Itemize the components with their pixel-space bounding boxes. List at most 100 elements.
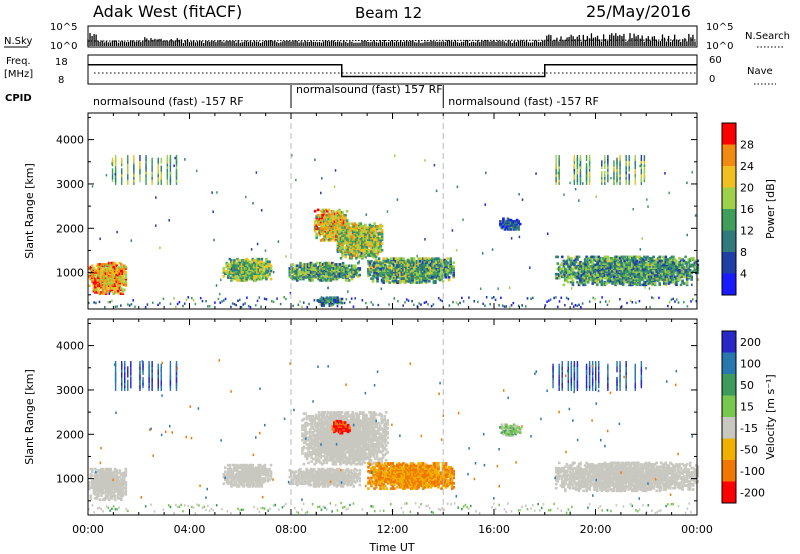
power-data-cell (254, 279, 258, 282)
power-data-cell (119, 267, 123, 270)
power-data-cell (373, 235, 376, 239)
power-data-cell (573, 272, 576, 276)
power-data-cell (406, 258, 410, 262)
power-data-cell (121, 291, 125, 294)
power-data-cell (311, 269, 314, 273)
power-data-cell (403, 264, 407, 267)
power-data-cell (356, 267, 360, 270)
power-data-speckle (691, 171, 694, 174)
power-data-cell (370, 236, 373, 240)
power-data-cell (577, 267, 581, 271)
power-data-cell (675, 275, 678, 279)
power-data-cell (596, 275, 599, 279)
power-data-cell (576, 276, 579, 280)
power-data-cell (669, 268, 672, 272)
power-data-cell (415, 264, 419, 267)
power-data-cell (391, 262, 395, 266)
power-data-ground-cell (631, 301, 634, 304)
power-data-cell (393, 276, 396, 279)
power-data-cell (104, 287, 108, 290)
power-data-cell (594, 266, 598, 269)
power-data-cell (374, 238, 378, 241)
power-data-cell (423, 265, 427, 268)
power-data-cell (139, 176, 141, 183)
power-data-cell (577, 283, 581, 287)
power-data-cell (329, 269, 333, 273)
power-data-cell (320, 264, 324, 268)
power-data-ground-cell (683, 300, 685, 304)
power-data-cell (437, 273, 440, 276)
power-data-cell (124, 277, 128, 281)
power-data-cell (234, 267, 238, 270)
power-data-cell (354, 238, 358, 241)
power-data-cell (356, 255, 360, 259)
power-data-cell (336, 300, 339, 303)
power-data-cell (634, 263, 637, 267)
power-data-cell (376, 261, 379, 264)
power-data-cell (225, 271, 229, 274)
power-data-cell (514, 220, 517, 223)
power-data-cell (332, 221, 335, 225)
power-data-cell (115, 271, 119, 274)
power-data-cell (582, 263, 585, 267)
power-data-cell (629, 268, 633, 272)
power-data-cell (357, 236, 361, 240)
power-data-ground-cell (132, 299, 135, 302)
power-data-speckle (116, 230, 118, 234)
power-data-cell (684, 262, 687, 265)
power-data-cell (656, 258, 660, 261)
power-data-cell (376, 236, 379, 240)
power-data-cell (423, 268, 427, 271)
power-data-cell (351, 227, 355, 231)
power-data-speckle (320, 191, 322, 195)
power-data-cell (580, 274, 584, 277)
power-data-cell (106, 268, 109, 272)
power-data-cell (357, 255, 361, 259)
power-data-cell (359, 242, 363, 245)
power-data-cell (353, 236, 357, 240)
power-data-cell (95, 277, 99, 281)
power-data-cell (583, 276, 587, 280)
power-data-cell (438, 269, 442, 272)
power-data-cell (394, 265, 398, 268)
power-data-cell (688, 268, 692, 272)
power-data-ground-cell (651, 296, 653, 299)
power-data-cell (325, 271, 328, 274)
power-data-cell (650, 272, 654, 276)
power-data-cell (405, 265, 408, 268)
power-ytick-label: 1000 (56, 267, 84, 280)
power-data-cell (259, 268, 262, 272)
power-data-cell (582, 276, 585, 280)
power-data-cell (662, 278, 666, 281)
power-data-cell (333, 229, 337, 233)
power-data-cell (434, 264, 437, 267)
power-data-cell (446, 257, 449, 260)
power-data-cell (145, 162, 147, 169)
power-data-cell (338, 263, 342, 266)
power-data-cell (627, 270, 631, 273)
power-data-cell (353, 238, 357, 241)
power-data-cell (324, 216, 328, 220)
power-data-cell (101, 265, 105, 269)
power-data-cell (649, 264, 652, 268)
power-data-cell (332, 223, 335, 226)
power-data-speckle (521, 198, 524, 201)
power-data-cell (308, 261, 311, 265)
power-data-cell (640, 270, 643, 273)
power-data-cell (414, 269, 417, 272)
power-data-cell (650, 266, 654, 269)
power-data-cell (602, 271, 605, 275)
power-data-cell (260, 273, 264, 277)
power-data-cell (426, 274, 430, 278)
power-data-cell (596, 270, 599, 273)
power-data-cell (417, 265, 420, 268)
power-data-ground-cell (498, 304, 500, 307)
power-data-cell (588, 256, 591, 260)
power-data-ground-cell (635, 301, 637, 304)
power-data-cell (309, 279, 313, 282)
power-data-cell (650, 274, 654, 277)
power-data-cell (688, 258, 692, 261)
power-data-cell (359, 235, 363, 239)
power-data-cell (614, 260, 617, 264)
power-data-cell (655, 267, 658, 271)
